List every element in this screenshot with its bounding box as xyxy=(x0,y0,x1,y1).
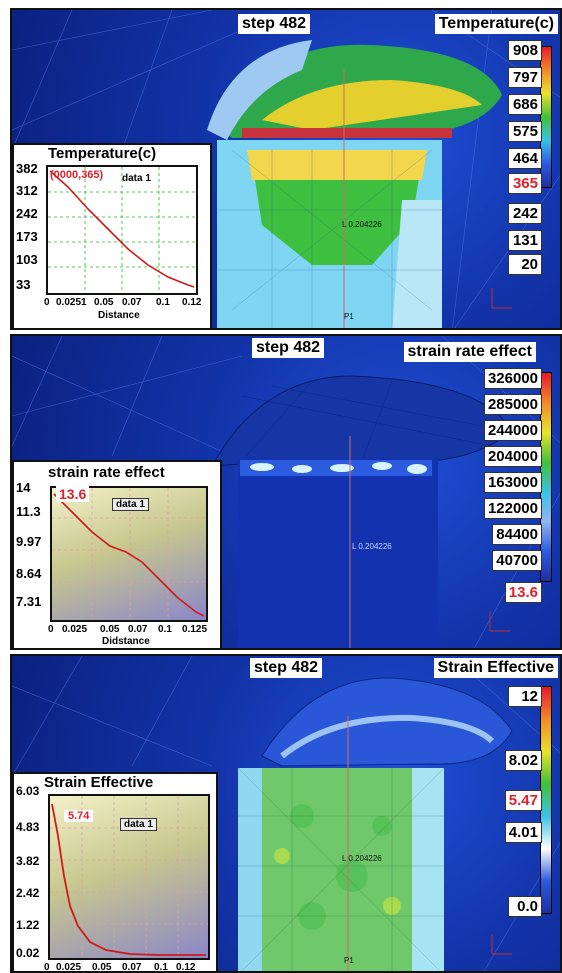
y-tick: 173 xyxy=(16,229,38,244)
strain-effective-inset-chart: Strain Effective 6.03 4.83 3.82 2.42 1.2… xyxy=(12,772,218,973)
scale-tick: 122000 xyxy=(483,498,542,519)
x-axis-label: Didstance xyxy=(102,636,150,647)
strain-rate-inset-chart: strain rate effect 14 11.3 9.97 8.64 7.3… xyxy=(12,460,222,648)
y-tick: 242 xyxy=(16,206,38,221)
color-scale: 326000 285000 244000 204000 163000 12200… xyxy=(462,368,552,608)
y-tick: 1.22 xyxy=(16,918,40,932)
step-label: step 482 xyxy=(238,14,311,34)
scale-tick: 908 xyxy=(508,40,542,61)
y-tick: 14 xyxy=(16,480,31,495)
scale-tick-highlight: 365 xyxy=(508,173,542,194)
temperature-inset-chart: Temperature(c) 382 312 242 173 103 33 (0… xyxy=(12,143,212,328)
scale-tick: 12 xyxy=(508,686,542,707)
y-tick: 3.82 xyxy=(16,854,40,868)
color-scale: 908 797 686 575 464 365 242 131 20 xyxy=(472,40,552,275)
x-tick: 0 xyxy=(44,297,50,308)
inset-annotation: 13.6 xyxy=(56,486,90,502)
inset-plot-area: (0000,365) data 1 xyxy=(46,165,198,295)
x-tick: 0.1 xyxy=(156,297,170,308)
inset-plot-area: 5.74 data 1 xyxy=(48,794,210,960)
inset-annotation: 5.74 xyxy=(64,810,94,822)
scale-tick: 4.01 xyxy=(504,822,542,843)
mesh-background xyxy=(12,336,560,648)
scale-tick: 163000 xyxy=(483,472,542,493)
color-scale: 12 8.02 5.47 4.01 0.0 xyxy=(482,686,552,917)
scale-tick-highlight: 5.47 xyxy=(504,790,542,811)
y-tick: 382 xyxy=(16,161,38,176)
color-scale-bar xyxy=(540,46,552,188)
scale-tick-highlight: 13.6 xyxy=(504,582,542,603)
x-tick: 0.12 xyxy=(182,297,202,308)
x-tick: 0.0251 xyxy=(56,297,87,308)
strain-rate-panel: step 482 strain rate effect L 0.204226 3… xyxy=(10,334,562,650)
scale-tick: 464 xyxy=(508,148,542,169)
y-tick: 103 xyxy=(16,252,38,267)
x-tick: 0.07 xyxy=(122,297,142,308)
scale-tick: 244000 xyxy=(483,420,542,441)
y-tick: 33 xyxy=(16,277,31,292)
x-axis-label: Distance xyxy=(98,310,140,321)
inset-legend: data 1 xyxy=(112,498,149,511)
y-tick: 7.31 xyxy=(16,594,42,609)
probe-point-label: P1 xyxy=(344,312,354,321)
scale-tick: 40700 xyxy=(492,550,542,571)
quantity-title: strain rate effect xyxy=(403,342,536,362)
scale-tick: 8.02 xyxy=(504,750,542,771)
mesh-background xyxy=(12,656,560,971)
quantity-title: Temperature(c) xyxy=(434,14,558,34)
scale-tick: 0.0 xyxy=(508,896,542,917)
scale-tick: 797 xyxy=(508,67,542,88)
x-tick: 0.025 xyxy=(62,624,88,635)
x-tick: 0.05 xyxy=(92,962,112,973)
probe-label: L 0.204226 xyxy=(342,854,382,863)
scale-tick: 575 xyxy=(508,121,542,142)
x-tick: 0.12 xyxy=(176,962,196,973)
x-tick: 0.025 xyxy=(56,962,82,973)
x-tick: 0.05 xyxy=(100,624,120,635)
y-tick: 6.03 xyxy=(16,784,40,798)
scale-tick: 242 xyxy=(508,203,542,224)
inset-plot-area: 13.6 data 1 xyxy=(50,486,208,622)
scale-tick: 204000 xyxy=(483,446,542,467)
probe-label: L 0.204226 xyxy=(352,542,392,551)
inset-legend: data 1 xyxy=(122,173,151,184)
inset-title: Temperature(c) xyxy=(48,145,157,162)
scale-tick: 686 xyxy=(508,94,542,115)
x-tick: 0 xyxy=(44,962,50,973)
x-tick: 0 xyxy=(48,624,54,635)
step-label: step 482 xyxy=(250,658,323,678)
y-tick: 9.97 xyxy=(16,534,42,549)
scale-tick: 131 xyxy=(508,230,542,251)
scale-tick: 285000 xyxy=(483,394,542,415)
inset-annotation: (0000,365) xyxy=(50,169,104,181)
y-tick: 312 xyxy=(16,183,38,198)
mesh-background xyxy=(12,10,560,328)
x-tick: 0.125 xyxy=(182,624,208,635)
inset-legend: data 1 xyxy=(120,818,157,831)
scale-tick: 20 xyxy=(508,254,542,275)
x-tick: 0.07 xyxy=(128,624,148,635)
scale-tick: 84400 xyxy=(492,524,542,545)
y-tick: 11.3 xyxy=(16,504,41,519)
temperature-panel: step 482 Temperature(c) L 0.204226 P1 90… xyxy=(10,8,562,330)
y-tick: 2.42 xyxy=(16,886,40,900)
x-tick: 0.1 xyxy=(158,624,172,635)
y-tick: 8.64 xyxy=(16,566,42,581)
strain-effective-panel: step 482 Strain Effective L 0.204226 P1 … xyxy=(10,654,562,973)
strain-rate-curve xyxy=(52,488,206,620)
y-tick: 4.83 xyxy=(16,820,40,834)
step-label: step 482 xyxy=(252,338,325,358)
probe-label: L 0.204226 xyxy=(342,220,382,229)
temperature-curve xyxy=(48,167,196,293)
x-tick: 0.05 xyxy=(94,297,114,308)
probe-point-label: P1 xyxy=(344,956,354,965)
x-tick: 0.1 xyxy=(154,962,168,973)
inset-title: Strain Effective xyxy=(44,774,154,791)
y-tick: 0.02 xyxy=(16,946,40,960)
quantity-title: Strain Effective xyxy=(433,658,558,678)
scale-tick: 326000 xyxy=(483,368,542,389)
x-tick: 0.07 xyxy=(122,962,142,973)
inset-title: strain rate effect xyxy=(48,464,165,481)
